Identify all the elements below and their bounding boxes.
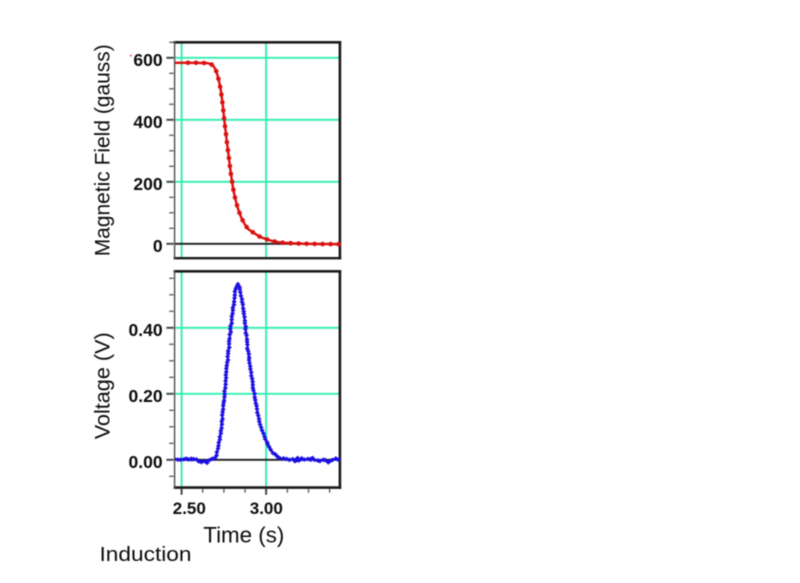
svg-text:Induction: Induction [100,544,192,566]
svg-text:2.50: 2.50 [173,499,206,518]
svg-text:Magnetic Field (gauss): Magnetic Field (gauss) [91,44,114,256]
svg-text:600: 600 [133,50,162,70]
svg-text:0: 0 [153,236,163,256]
svg-text:0.00: 0.00 [129,452,163,472]
svg-text:200: 200 [133,174,162,194]
svg-text:Voltage (V): Voltage (V) [91,332,114,439]
svg-text:400: 400 [133,112,162,132]
svg-text:Time (s): Time (s) [203,523,284,548]
svg-text:0.20: 0.20 [129,386,163,406]
svg-text:0.40: 0.40 [129,320,163,340]
svg-text:3.00: 3.00 [250,499,283,518]
